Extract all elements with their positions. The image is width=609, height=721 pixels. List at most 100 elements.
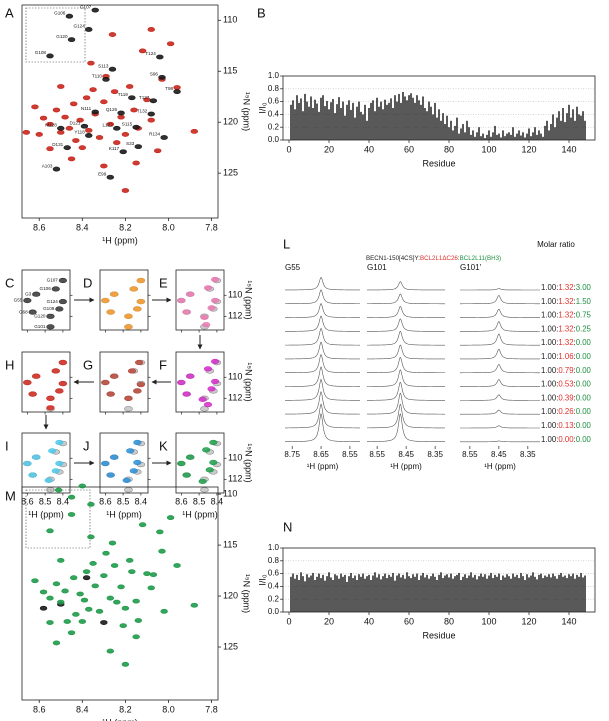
bar (476, 579, 478, 612)
ratio-value: 3.00 (576, 283, 592, 292)
peak (177, 379, 186, 386)
bar (528, 128, 530, 140)
ratio-value: 0.00 (576, 407, 592, 416)
bar (462, 576, 464, 612)
peak (110, 454, 119, 460)
x-tick-label: 8.75 (284, 450, 300, 459)
separator: : (556, 283, 558, 292)
peak (52, 107, 61, 113)
x-tick-label: 8.55 (342, 450, 358, 459)
trace (284, 354, 361, 374)
peak (128, 95, 136, 101)
bar (500, 580, 502, 612)
peak (58, 359, 67, 366)
bar (364, 104, 366, 140)
component-name: BECN1-150[4CS]Y (366, 255, 418, 262)
bar (482, 133, 484, 140)
ratio-label: 1.00:0.26:0.00 (541, 407, 592, 416)
bar (526, 574, 528, 612)
peak (127, 368, 137, 374)
bar (498, 573, 500, 612)
bar (380, 101, 382, 140)
peak (121, 132, 130, 137)
ratio-label: 1.00:1.32:1.50 (541, 297, 592, 306)
ratio-value: 0.79 (558, 366, 573, 375)
bar (410, 578, 412, 612)
bar (544, 575, 546, 612)
x-tick-label: 8.2 (119, 222, 132, 232)
separator: : (556, 338, 558, 347)
peak (203, 402, 213, 408)
y-tick-label: 0.2 (268, 122, 280, 131)
peak-label: G3 (25, 291, 32, 296)
trace (367, 293, 445, 305)
peak (136, 277, 145, 284)
trace (460, 394, 540, 401)
bar (462, 124, 464, 140)
separator: : (574, 421, 576, 430)
bar (522, 576, 524, 612)
bar (444, 124, 446, 140)
bar (400, 577, 402, 612)
x-tick-label: 40 (364, 144, 374, 154)
peak (125, 557, 134, 563)
plot-frame (282, 75, 596, 141)
y-tick-label: 0.4 (268, 110, 280, 119)
bar (472, 577, 474, 612)
peak (110, 563, 119, 568)
x-axis-label: ¹H (ppm) (182, 509, 218, 519)
peak (46, 121, 54, 127)
peak (203, 366, 213, 372)
bar (578, 114, 580, 140)
peak-label: G108 (35, 50, 47, 55)
bar (516, 133, 518, 140)
x-tick-label: 8.45 (491, 450, 507, 459)
x-axis-label: Residue (422, 630, 455, 640)
peak (39, 605, 48, 611)
bar (584, 120, 586, 140)
peak (28, 472, 37, 478)
bar (572, 573, 574, 612)
bar (392, 108, 394, 140)
x-tick-label: 80 (444, 144, 454, 154)
peak (28, 391, 37, 397)
ratio-label: 1.00:1.32:0.75 (541, 311, 592, 320)
panel-letter: F (159, 357, 167, 372)
peak (67, 494, 76, 500)
bar (374, 111, 376, 140)
peak (76, 591, 84, 597)
trace (459, 321, 540, 332)
bar (340, 573, 342, 612)
bar (294, 578, 296, 612)
separator: : (556, 324, 558, 333)
trace (367, 330, 445, 346)
bar (304, 93, 306, 140)
peak (147, 117, 155, 123)
bar (410, 93, 412, 140)
peak (166, 515, 175, 520)
separator: : (574, 283, 576, 292)
peak (182, 472, 191, 478)
bar (366, 120, 368, 140)
bar (422, 96, 424, 140)
trace (285, 327, 360, 346)
ratio-value: 1.00 (541, 407, 557, 416)
bar (360, 576, 362, 612)
x-tick-label: 0 (286, 144, 291, 154)
ratio-value: 1.32 (558, 283, 573, 292)
ratio-value: 0.53 (558, 380, 573, 389)
bar (350, 109, 352, 140)
panel-letter: D (83, 275, 92, 290)
peak-label: K117 (109, 146, 120, 151)
bar (540, 573, 542, 612)
x-tick-label: 8.35 (520, 450, 536, 459)
plot-frame (21, 4, 219, 219)
peak (106, 121, 115, 127)
plot-frame (21, 269, 71, 331)
bar (536, 134, 538, 140)
bar (312, 572, 314, 612)
bar (560, 120, 562, 140)
y-tick-label: 0.8 (268, 84, 280, 93)
peak (57, 557, 65, 563)
